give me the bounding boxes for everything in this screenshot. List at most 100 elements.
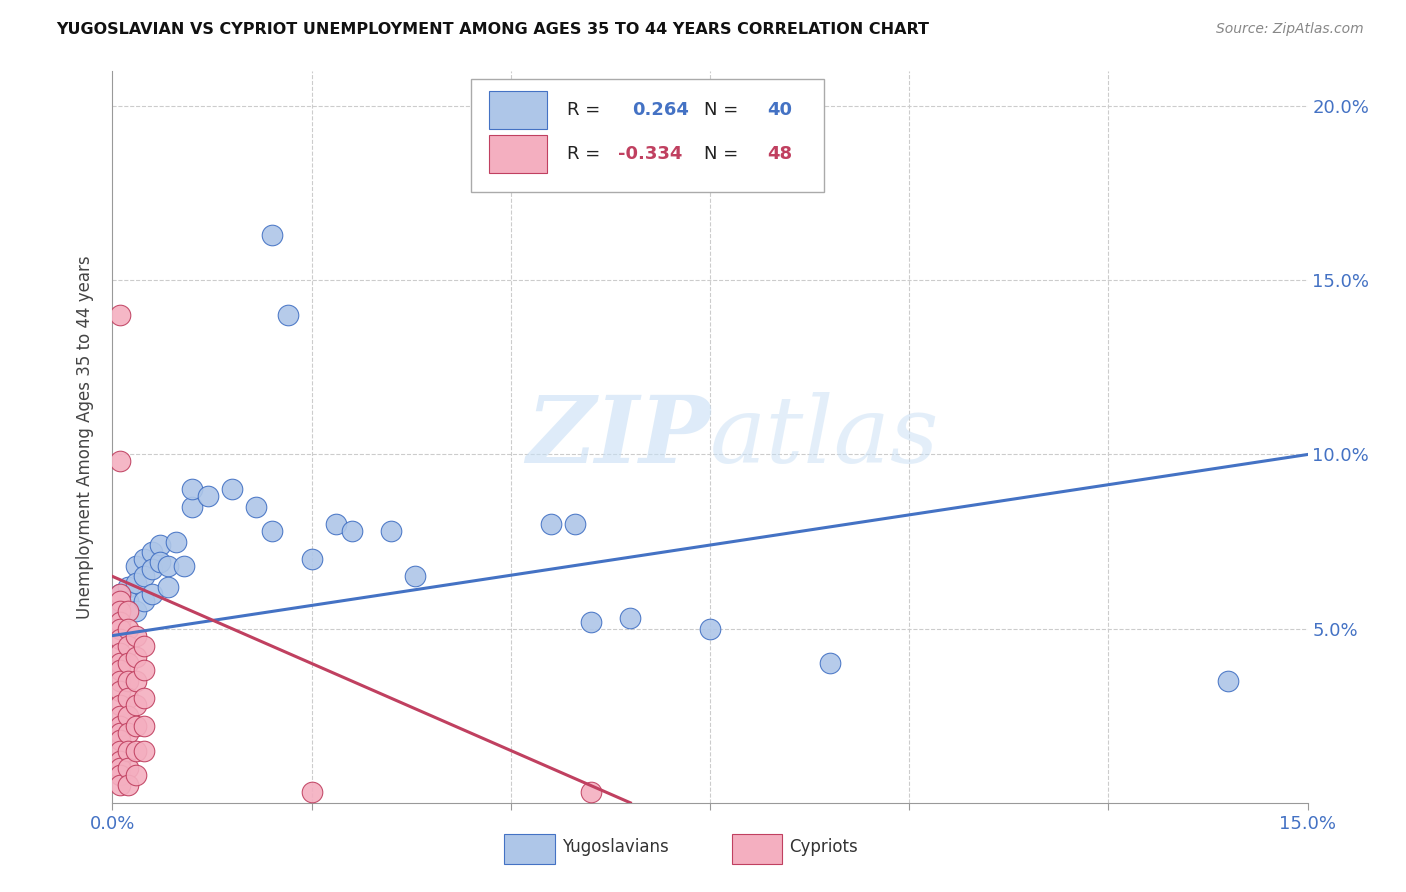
Point — [325, 517, 347, 532]
FancyBboxPatch shape — [471, 78, 824, 192]
Point — [181, 483, 204, 497]
Point — [110, 594, 132, 608]
Text: Cypriots: Cypriots — [789, 838, 858, 855]
Point — [404, 569, 426, 583]
Point — [125, 604, 148, 618]
Point — [141, 545, 163, 559]
Point — [110, 733, 132, 747]
Point — [619, 611, 641, 625]
Point — [197, 489, 219, 503]
Point — [221, 483, 243, 497]
Point — [110, 632, 132, 646]
Point — [125, 558, 148, 573]
Point — [125, 629, 148, 643]
Text: N =: N = — [704, 145, 744, 163]
Point — [181, 500, 204, 514]
Text: atlas: atlas — [710, 392, 939, 482]
Point — [110, 454, 132, 468]
Text: R =: R = — [567, 145, 606, 163]
Point — [157, 580, 180, 594]
Point — [125, 673, 148, 688]
Point — [117, 691, 139, 706]
Point — [110, 587, 132, 601]
Point — [564, 517, 586, 532]
Text: R =: R = — [567, 101, 606, 120]
Point — [117, 743, 139, 757]
Point — [117, 761, 139, 775]
Point — [141, 562, 163, 576]
Point — [110, 698, 132, 713]
Point — [110, 604, 132, 618]
Point — [117, 778, 139, 792]
Point — [134, 664, 156, 678]
Point — [117, 657, 139, 671]
Point — [579, 615, 602, 629]
Point — [141, 587, 163, 601]
Point — [134, 743, 156, 757]
FancyBboxPatch shape — [505, 833, 554, 864]
Point — [173, 558, 195, 573]
Text: YUGOSLAVIAN VS CYPRIOT UNEMPLOYMENT AMONG AGES 35 TO 44 YEARS CORRELATION CHART: YUGOSLAVIAN VS CYPRIOT UNEMPLOYMENT AMON… — [56, 22, 929, 37]
Point — [301, 552, 323, 566]
Point — [818, 657, 841, 671]
Point — [277, 308, 299, 322]
Text: 48: 48 — [768, 145, 793, 163]
Text: 40: 40 — [768, 101, 793, 120]
Point — [110, 587, 132, 601]
Point — [125, 719, 148, 733]
Point — [110, 761, 132, 775]
Point — [380, 524, 402, 538]
FancyBboxPatch shape — [489, 91, 547, 129]
FancyBboxPatch shape — [489, 135, 547, 173]
Point — [110, 754, 132, 768]
Point — [110, 308, 132, 322]
Point — [110, 673, 132, 688]
Point — [110, 708, 132, 723]
Point — [110, 646, 132, 660]
Point — [134, 569, 156, 583]
Point — [117, 726, 139, 740]
Point — [125, 768, 148, 782]
Point — [117, 639, 139, 653]
Point — [110, 657, 132, 671]
Point — [125, 649, 148, 664]
Point — [245, 500, 267, 514]
Text: Yugoslavians: Yugoslavians — [562, 838, 669, 855]
Text: ZIP: ZIP — [526, 392, 710, 482]
Point — [110, 719, 132, 733]
Point — [149, 556, 172, 570]
Text: 0.264: 0.264 — [633, 101, 689, 120]
Point — [134, 594, 156, 608]
Point — [110, 604, 132, 618]
Point — [110, 664, 132, 678]
Text: Source: ZipAtlas.com: Source: ZipAtlas.com — [1216, 22, 1364, 37]
Point — [110, 768, 132, 782]
Point — [117, 580, 139, 594]
Point — [149, 538, 172, 552]
Point — [110, 622, 132, 636]
Point — [540, 517, 562, 532]
Point — [125, 743, 148, 757]
Point — [134, 552, 156, 566]
Point — [117, 673, 139, 688]
Point — [110, 615, 132, 629]
Point — [340, 524, 363, 538]
Point — [110, 726, 132, 740]
Point — [125, 576, 148, 591]
Point — [134, 719, 156, 733]
Point — [134, 639, 156, 653]
Point — [157, 558, 180, 573]
Point — [110, 743, 132, 757]
Point — [117, 622, 139, 636]
FancyBboxPatch shape — [731, 833, 782, 864]
Point — [1216, 673, 1239, 688]
Point — [165, 534, 187, 549]
Text: N =: N = — [704, 101, 744, 120]
Point — [110, 684, 132, 698]
Point — [260, 228, 283, 243]
Point — [699, 622, 721, 636]
Point — [117, 708, 139, 723]
Text: -0.334: -0.334 — [619, 145, 682, 163]
Point — [117, 594, 139, 608]
Point — [301, 785, 323, 799]
